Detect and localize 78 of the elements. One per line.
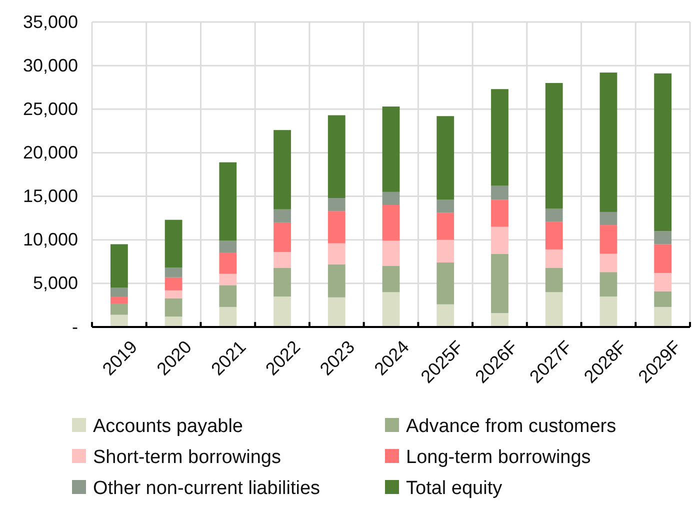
bar [274,252,291,268]
bar [600,296,618,327]
bar [436,262,454,304]
bar [491,226,508,254]
bar [545,222,563,250]
bar [545,249,563,268]
bar [219,240,237,253]
bar [654,231,672,244]
bar [654,272,672,292]
y-tick-label: 5,000 [32,273,78,294]
bar [545,208,563,222]
bar [382,292,400,327]
bar [164,277,182,290]
bar [436,240,454,263]
bar [219,274,237,286]
bar [545,268,563,292]
bar [328,264,346,298]
bar [382,192,400,205]
y-tick-label: 15,000 [22,186,78,206]
bar [110,314,128,327]
bar [491,200,508,227]
legend-label: Long-term borrowings [406,447,591,468]
y-tick-label: 35,000 [22,12,78,32]
bar [382,266,400,292]
y-tick-label: 10,000 [22,230,78,250]
bar [654,244,672,273]
legend-label: Advance from customers [406,416,616,437]
bar [164,268,182,278]
bar [110,244,128,288]
bar [328,115,346,198]
y-tick-label: 20,000 [22,142,78,162]
bar [600,225,618,254]
y-tick-label: 25,000 [22,98,78,119]
y-tick-label: 30,000 [22,55,78,76]
bar [219,162,237,241]
bar [436,200,454,213]
bar [654,73,672,232]
bar [436,212,454,240]
bar [491,89,508,186]
bar [274,209,291,222]
bar [382,205,400,241]
bar [274,296,291,327]
bar [164,298,182,317]
bar [491,313,508,327]
bar [274,130,291,210]
bar [545,83,563,208]
legend-label: Short-term borrowings [93,447,281,468]
bar [600,272,618,296]
legend-label: Total equity [406,478,503,499]
bar [328,297,346,327]
legend-label: Other non-current liabilities [93,478,320,499]
y-tick-label: - [72,316,78,337]
bar [328,198,346,212]
bar [382,106,400,192]
bar [491,186,508,200]
legend-label: Accounts payable [93,416,243,437]
bar [110,303,128,315]
bar [600,212,618,226]
bar [164,220,182,268]
bar [654,291,672,307]
bar [545,292,563,327]
bar [654,306,672,327]
bar [219,306,237,327]
bar [436,116,454,200]
bar [164,290,182,298]
bar [274,268,291,296]
bar [110,296,128,304]
bar [219,285,237,307]
bar [328,243,346,264]
bar [436,304,454,327]
bar [328,211,346,244]
bar [110,288,128,296]
bar [382,240,400,266]
bar [491,254,508,314]
bar [600,72,618,212]
bar [219,252,237,274]
bar [274,222,291,252]
bar [600,254,618,272]
